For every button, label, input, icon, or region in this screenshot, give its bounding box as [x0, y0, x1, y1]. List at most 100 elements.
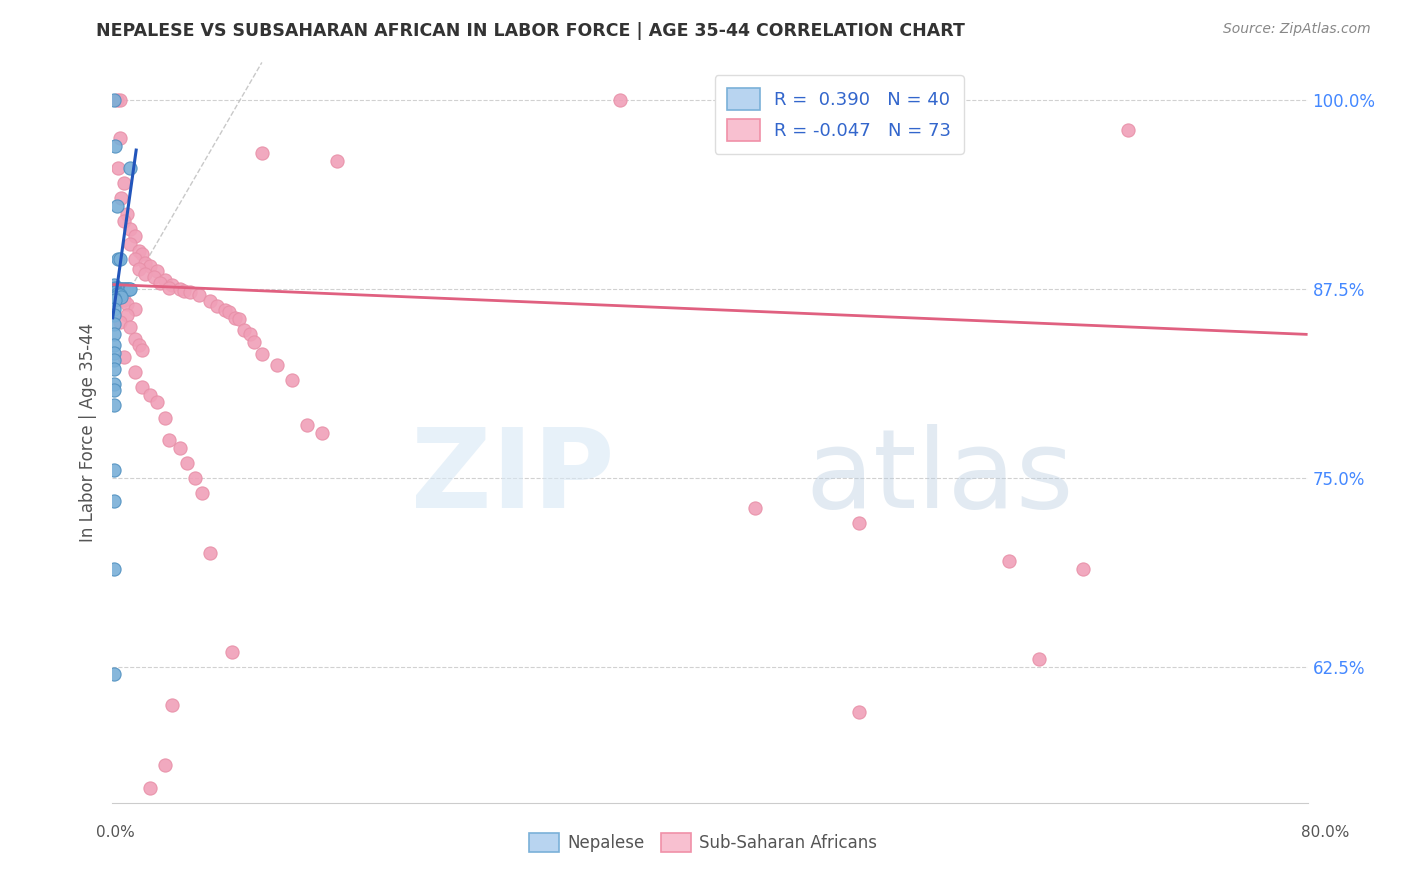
Point	[103, 345, 125, 359]
Point	[103, 277, 125, 292]
Point	[104, 285, 127, 299]
Point	[250, 146, 273, 161]
Point	[281, 373, 304, 387]
Text: NEPALESE VS SUBSAHARAN AFRICAN IN LABOR FORCE | AGE 35-44 CORRELATION CHART: NEPALESE VS SUBSAHARAN AFRICAN IN LABOR …	[96, 22, 965, 40]
Point	[266, 358, 288, 372]
Text: atlas: atlas	[806, 424, 1074, 531]
Point	[103, 301, 125, 316]
Point	[162, 277, 183, 292]
Point	[107, 288, 129, 302]
Point	[120, 319, 142, 334]
Point	[120, 161, 142, 176]
Point	[198, 547, 221, 561]
Point	[120, 282, 142, 296]
Point	[848, 516, 870, 531]
Point	[103, 308, 125, 322]
Point	[103, 327, 125, 342]
Point	[117, 282, 139, 296]
Point	[124, 229, 146, 244]
Point	[143, 270, 166, 285]
Point	[128, 338, 150, 352]
Point	[134, 256, 156, 270]
Point	[128, 244, 150, 259]
Point	[114, 214, 135, 228]
Point	[124, 301, 146, 316]
Point	[169, 441, 191, 455]
Point	[128, 262, 150, 277]
Point	[998, 554, 1021, 568]
Point	[103, 463, 125, 477]
Point	[198, 294, 221, 309]
Point	[233, 323, 256, 337]
Point	[103, 362, 125, 376]
Point	[117, 297, 139, 311]
Point	[115, 282, 138, 296]
Point	[105, 286, 128, 301]
Point	[104, 138, 127, 153]
Point	[153, 758, 176, 772]
Point	[110, 191, 132, 205]
Point	[183, 471, 205, 485]
Point	[295, 418, 318, 433]
Point	[103, 561, 125, 575]
Point	[139, 260, 162, 274]
Point	[609, 93, 631, 107]
Point	[243, 334, 266, 349]
Point	[1028, 652, 1050, 666]
Point	[149, 276, 172, 290]
Point	[108, 131, 131, 145]
Point	[250, 347, 273, 361]
Text: ZIP: ZIP	[411, 424, 614, 531]
Point	[153, 410, 176, 425]
Point	[176, 456, 198, 470]
Point	[120, 221, 142, 235]
Point	[221, 645, 243, 659]
Text: Source: ZipAtlas.com: Source: ZipAtlas.com	[1223, 22, 1371, 37]
Point	[103, 353, 125, 368]
Point	[124, 332, 146, 346]
Point	[110, 290, 132, 304]
Point	[205, 299, 228, 313]
Point	[191, 486, 214, 500]
Point	[214, 303, 236, 318]
Point	[103, 384, 125, 398]
Point	[105, 93, 128, 107]
Point	[131, 343, 153, 357]
Y-axis label: In Labor Force | Age 35-44: In Labor Force | Age 35-44	[79, 323, 97, 542]
Point	[117, 308, 139, 322]
Point	[103, 317, 125, 331]
Point	[224, 310, 246, 325]
Point	[117, 206, 139, 220]
Point	[103, 399, 125, 413]
Point	[114, 282, 135, 296]
Point	[103, 291, 125, 305]
Point	[218, 304, 240, 318]
Point	[139, 388, 162, 402]
Point	[239, 327, 262, 342]
Point	[139, 780, 162, 795]
Point	[108, 315, 131, 329]
Point	[104, 293, 127, 307]
Point	[131, 380, 153, 394]
Point	[120, 236, 142, 251]
Point	[111, 282, 134, 296]
Point	[744, 501, 766, 516]
Point	[118, 282, 141, 296]
Point	[1073, 561, 1095, 575]
Point	[228, 312, 250, 326]
Point	[114, 350, 135, 364]
Text: 80.0%: 80.0%	[1302, 825, 1350, 839]
Point	[124, 365, 146, 379]
Point	[103, 377, 125, 392]
Point	[1118, 123, 1140, 137]
Point	[103, 667, 125, 681]
Point	[114, 177, 135, 191]
Point	[103, 493, 125, 508]
Point	[108, 288, 131, 302]
Point	[325, 153, 347, 168]
Point	[131, 247, 153, 261]
Point	[162, 698, 183, 712]
Point	[107, 161, 129, 176]
Legend: R =  0.390   N = 40, R = -0.047   N = 73: R = 0.390 N = 40, R = -0.047 N = 73	[714, 75, 965, 153]
Point	[311, 425, 333, 440]
